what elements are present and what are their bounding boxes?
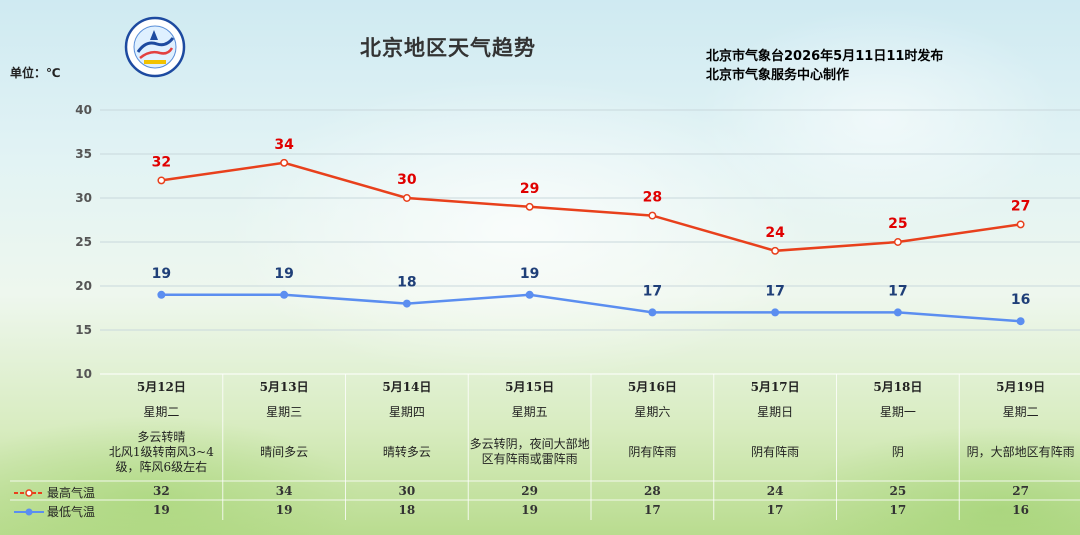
data-label-high: 28 xyxy=(643,190,662,206)
data-label-high: 24 xyxy=(765,225,785,241)
day-weekday: 星期一 xyxy=(879,405,916,419)
day-weekday: 星期日 xyxy=(757,405,794,419)
y-tick-label: 20 xyxy=(75,279,92,293)
day-weekday: 星期三 xyxy=(266,405,303,419)
series-line-high xyxy=(161,161,1021,253)
data-label-low: 19 xyxy=(152,266,171,282)
legend-low-label: 最低气温 xyxy=(47,505,96,519)
data-point-low xyxy=(280,290,289,299)
low-temp-cell: 17 xyxy=(644,503,661,517)
data-label-low: 16 xyxy=(1011,292,1030,308)
day-weather: 阴 xyxy=(891,444,904,459)
data-point-high xyxy=(648,211,657,220)
data-label-high: 25 xyxy=(888,216,907,232)
high-temp-cell: 25 xyxy=(889,484,907,498)
legend-high-label: 最高气温 xyxy=(47,486,96,500)
data-label-low: 17 xyxy=(888,283,907,299)
day-weather: 晴间多云 xyxy=(260,444,309,459)
y-tick-label: 10 xyxy=(75,367,92,381)
high-temp-cell: 29 xyxy=(521,484,538,498)
day-date: 5月17日 xyxy=(750,380,800,394)
data-label-high: 32 xyxy=(152,154,171,170)
day-date: 5月15日 xyxy=(505,380,555,394)
data-label-high: 34 xyxy=(274,137,294,153)
day-weather: 晴转多云 xyxy=(382,444,431,459)
high-temp-cell: 34 xyxy=(275,484,293,498)
day-date: 5月18日 xyxy=(873,380,923,394)
day-date: 5月12日 xyxy=(136,380,186,394)
data-point-low xyxy=(402,299,411,308)
legend-high-swatch xyxy=(14,488,44,497)
high-temp-cell: 32 xyxy=(153,484,170,498)
day-weekday: 星期六 xyxy=(634,405,671,419)
y-tick-label: 25 xyxy=(75,235,92,249)
day-weather: 阴有阵雨 xyxy=(628,444,677,459)
low-temp-cell: 19 xyxy=(153,503,170,517)
day-weather: 多云转晴 北风1级转南风3~4级，阵风6级左右 xyxy=(108,429,214,474)
day-weekday: 星期四 xyxy=(388,405,425,419)
y-tick-label: 30 xyxy=(75,191,92,205)
day-date: 5月16日 xyxy=(627,380,677,394)
high-temp-cell: 24 xyxy=(766,484,784,498)
data-label-low: 17 xyxy=(643,283,662,299)
day-date: 5月19日 xyxy=(996,380,1046,394)
y-tick-label: 15 xyxy=(75,323,92,337)
y-tick-label: 40 xyxy=(75,103,92,117)
day-weather: 多云转阴，夜间大部地区有阵雨或雷阵雨 xyxy=(469,437,590,466)
high-temp-cell: 28 xyxy=(644,484,661,498)
series-line-low xyxy=(161,293,1021,323)
data-label-low: 17 xyxy=(765,283,784,299)
data-point-high xyxy=(1016,220,1025,229)
data-point-low xyxy=(771,308,780,317)
day-weather: 阴有阵雨 xyxy=(751,444,800,459)
meteorological-service-logo-icon xyxy=(124,16,186,78)
data-point-low xyxy=(525,290,534,299)
data-label-high: 30 xyxy=(397,172,417,188)
low-temp-cell: 18 xyxy=(398,503,416,517)
data-point-high xyxy=(402,194,411,202)
day-weekday: 星期五 xyxy=(511,405,548,419)
low-temp-cell: 19 xyxy=(521,503,538,517)
day-weekday: 星期二 xyxy=(143,405,180,419)
data-point-high xyxy=(893,238,902,246)
legend-low-swatch xyxy=(14,508,44,515)
unit-label: 单位：℃ xyxy=(10,66,61,80)
high-temp-cell: 27 xyxy=(1012,484,1029,498)
producer-line: 北京市气象服务中心制作 xyxy=(706,68,850,83)
low-temp-cell: 17 xyxy=(889,503,907,517)
data-point-low xyxy=(1016,317,1025,326)
legend-low: 最低气温 xyxy=(14,503,95,520)
publisher-line: 北京市气象台2026年5月11日11时发布 xyxy=(706,49,944,64)
page-title: 北京地区天气趋势 xyxy=(360,36,536,60)
data-label-high: 29 xyxy=(520,181,539,197)
low-temp-cell: 19 xyxy=(275,503,293,517)
data-label-high: 27 xyxy=(1011,198,1030,214)
day-date: 5月13日 xyxy=(259,380,309,394)
high-temp-cell: 30 xyxy=(398,484,416,498)
day-date: 5月14日 xyxy=(382,380,432,394)
low-temp-cell: 17 xyxy=(766,503,784,517)
y-tick-label: 35 xyxy=(75,147,92,161)
data-label-low: 18 xyxy=(397,275,416,291)
data-label-low: 19 xyxy=(520,266,539,282)
low-temp-cell: 16 xyxy=(1012,503,1029,517)
day-weather: 阴，大部地区有阵雨 xyxy=(966,444,1075,459)
data-point-high xyxy=(280,158,289,167)
data-point-low xyxy=(157,290,166,299)
data-point-low xyxy=(648,308,657,317)
data-point-high xyxy=(771,246,780,255)
data-point-low xyxy=(893,308,902,317)
data-point-high xyxy=(157,176,166,185)
legend-high: 最高气温 xyxy=(14,484,95,501)
data-point-high xyxy=(525,202,534,211)
day-weekday: 星期二 xyxy=(1002,405,1039,419)
data-label-low: 19 xyxy=(274,266,293,282)
